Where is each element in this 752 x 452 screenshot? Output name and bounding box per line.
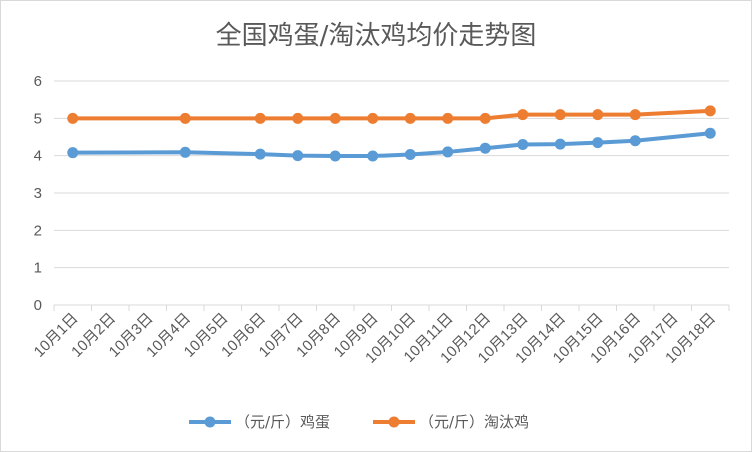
chart-title: 全国鸡蛋/淘汰鸡均价走势图 [216,21,537,51]
data-point [479,142,491,154]
y-tick-label: 1 [34,260,42,277]
data-point [629,109,641,121]
data-point [292,150,304,162]
data-point [592,137,604,149]
data-point [367,112,379,124]
legend: （元/斤）鸡蛋 （元/斤）淘汰鸡 [189,413,529,431]
data-point [442,112,454,124]
series-line [70,131,713,159]
data-point [479,112,491,124]
data-point [329,150,341,162]
data-point [554,109,566,121]
data-point [404,112,416,124]
data-point [254,148,266,160]
y-tick-label: 5 [34,110,42,127]
legend-item-1: （元/斤）鸡蛋 [189,413,330,431]
data-point [67,112,79,124]
y-tick-label: 3 [34,185,42,202]
series-2 [67,105,716,124]
legend-marker [388,416,400,428]
legend-item-2: （元/斤）淘汰鸡 [373,413,529,431]
series-line [70,108,713,121]
data-point [254,112,266,124]
y-tick-label: 6 [34,73,42,90]
data-point [404,149,416,161]
data-point [629,135,641,147]
data-point [329,112,341,124]
series-lines [67,105,716,162]
data-point [179,112,191,124]
data-point [292,112,304,124]
data-point [554,138,566,150]
x-axis-ticks: 10月1日10月2日10月3日10月4日10月5日10月6日10月7日10月8日… [31,305,730,367]
data-point [442,146,454,158]
data-point [517,138,529,150]
data-point [367,150,379,162]
legend-marker [204,416,216,428]
y-tick-label: 2 [34,222,42,239]
y-tick-label: 4 [34,148,42,165]
data-point [67,147,79,159]
data-point [517,109,529,121]
data-point [592,109,604,121]
y-tick-label: 0 [34,297,42,314]
y-axis-ticks: 0 1 2 3 4 5 6 [34,73,42,314]
series-1 [67,127,716,162]
legend-label: （元/斤）鸡蛋 [235,413,330,431]
legend-label: （元/斤）淘汰鸡 [419,413,529,431]
data-point [704,127,716,139]
data-point [704,105,716,117]
data-point [179,146,191,158]
